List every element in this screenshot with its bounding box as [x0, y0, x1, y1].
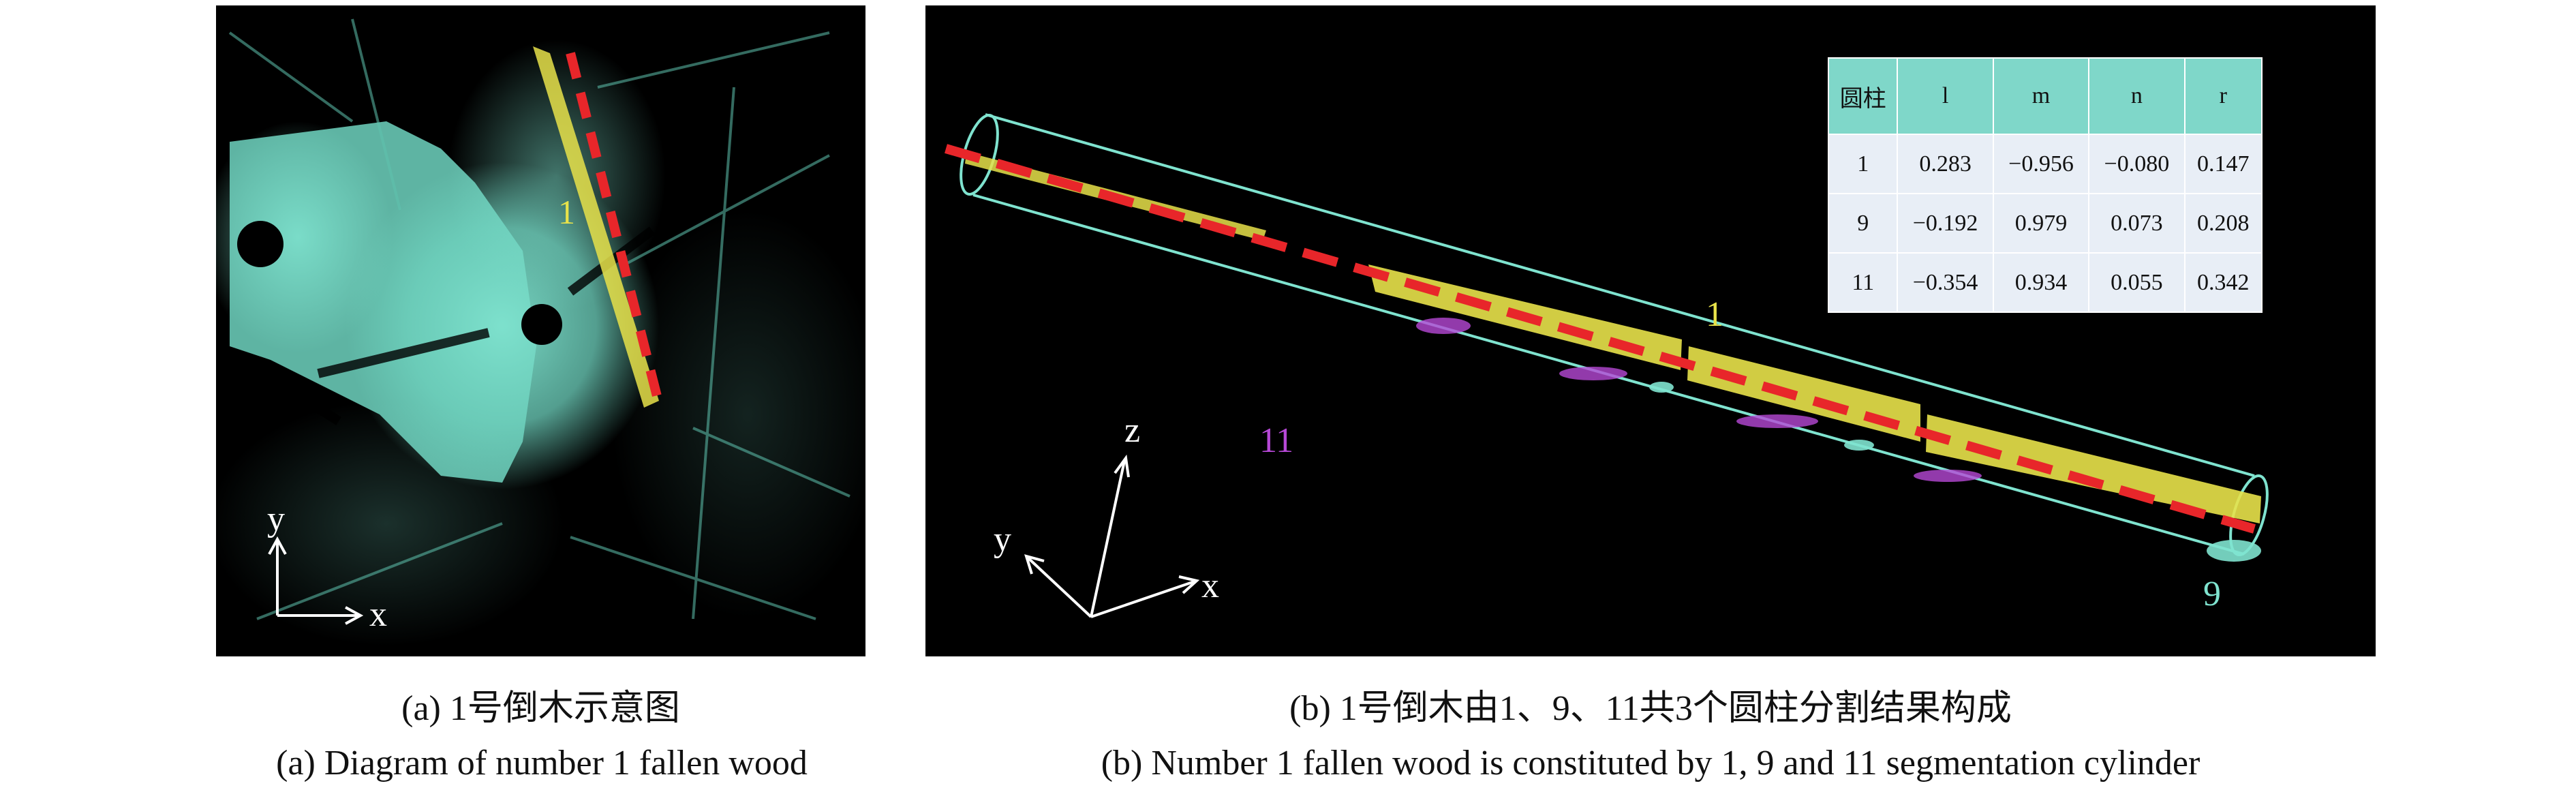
void-circle	[521, 304, 562, 345]
table-cell: −0.192	[1897, 193, 1994, 254]
table-header-cell: r	[2183, 57, 2263, 135]
cylinder-9-label: 9	[2203, 575, 2221, 613]
branch-lines	[228, 18, 850, 620]
table-cell: 9	[1827, 193, 1899, 254]
table-cell: 1	[1827, 134, 1899, 194]
axis-y-label: y	[994, 520, 1011, 559]
table-header-cell: n	[2088, 57, 2186, 135]
wood-axis-dashed-line	[566, 52, 664, 406]
caption-b-english: (b) Number 1 fallen wood is constituted …	[1101, 744, 2201, 783]
cylinder-parameter-table: 圆柱 l m n r 1 0.283 −0.956 −0.080 0.147 9…	[1827, 57, 2263, 313]
cylinder-9-points	[1649, 382, 2261, 562]
caption-b-chinese: (b) 1号倒木由1、9、11共3个圆柱分割结果构成	[1289, 689, 2012, 728]
table-header-cell: 圆柱	[1827, 57, 1899, 135]
table-header-row: 圆柱 l m n r	[1827, 57, 2263, 135]
table-header-cell: l	[1897, 57, 1994, 135]
panel-a-canvas: 1 y x	[216, 18, 865, 646]
table-cell: 0.208	[2183, 193, 2263, 254]
table-cell: 0.055	[2088, 252, 2186, 313]
axis-x-label: x	[369, 595, 387, 634]
table-row: 1 0.283 −0.956 −0.080 0.147	[1827, 134, 2263, 194]
axis-indicator-3d	[1024, 454, 1200, 618]
table-header-cell: m	[1992, 57, 2090, 135]
wood-axis-dashed-line	[945, 144, 2256, 534]
table-cell: −0.354	[1897, 252, 1994, 313]
point-cloud-blob	[216, 40, 865, 646]
void-circle	[237, 221, 283, 267]
cylinder-11-points	[1416, 318, 1982, 482]
table-cell: 0.283	[1897, 134, 1994, 194]
table-cell: 0.342	[2183, 252, 2263, 313]
axis-indicator	[268, 536, 364, 625]
table-row: 9 −0.192 0.979 0.073 0.208	[1827, 193, 2263, 254]
cylinder-11-label: 11	[1259, 421, 1293, 460]
table-cell: 0.979	[1992, 193, 2090, 254]
table-cell: −0.080	[2088, 134, 2186, 194]
table-cell: 0.147	[2183, 134, 2263, 194]
table-cell: −0.956	[1992, 134, 2090, 194]
table-cell: 0.934	[1992, 252, 2090, 313]
caption-a-english: (a) Diagram of number 1 fallen wood	[276, 744, 808, 783]
table-cell: 0.073	[2088, 193, 2186, 254]
axis-y-label: y	[267, 500, 285, 538]
table-cell: 11	[1827, 252, 1899, 313]
table-row: 11 −0.354 0.934 0.055 0.342	[1827, 252, 2263, 313]
panel-b-canvas: 1 9 11 z y x	[945, 113, 2269, 618]
axis-z-label: z	[1124, 411, 1140, 450]
panel-a-point-cloud: 1 y x	[216, 5, 865, 656]
caption-a-chinese: (a) 1号倒木示意图	[401, 689, 680, 728]
fallen-wood-label: 1	[558, 193, 575, 231]
axis-x-label: x	[1201, 566, 1219, 605]
fallen-wood-points	[533, 46, 659, 408]
cylinder-1-label: 1	[1706, 295, 1723, 334]
